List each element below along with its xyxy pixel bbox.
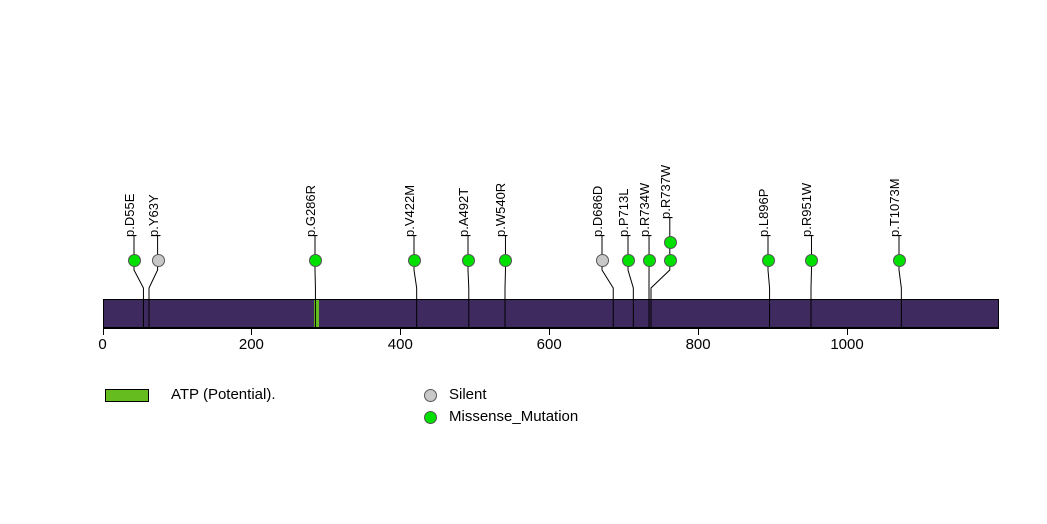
lollipop-label: p.L896P xyxy=(756,188,771,237)
lollipop-label: p.P713L xyxy=(616,188,631,237)
lollipop-stem xyxy=(898,236,902,328)
lollipop-stem xyxy=(648,236,650,328)
legend-mutation-dot xyxy=(424,389,437,402)
lollipop-stem xyxy=(601,236,614,328)
protein-backbone xyxy=(102,299,999,328)
lollipop-dot[interactable] xyxy=(498,253,512,267)
lollipop-label: p.A492T xyxy=(456,187,471,237)
lollipop-stem xyxy=(767,236,771,328)
axis-tick-400 xyxy=(400,328,401,335)
lollipop-dot[interactable] xyxy=(663,253,677,267)
lollipop-dot[interactable] xyxy=(595,253,609,267)
lollipop-dot[interactable] xyxy=(127,253,141,267)
lollipop-label: p.W540R xyxy=(493,182,508,237)
axis-tick-200 xyxy=(251,328,252,335)
lollipop-dot[interactable] xyxy=(308,253,322,267)
lollipop-label: p.T1073M xyxy=(887,178,902,237)
lollipop-stem xyxy=(504,236,506,328)
lollipop-label: p.G286R xyxy=(303,184,318,237)
axis-tick-label-200: 200 xyxy=(238,336,264,353)
lollipop-dot[interactable] xyxy=(461,253,475,267)
legend-mutation-label: Missense_Mutation xyxy=(449,408,579,425)
lollipop-dot[interactable] xyxy=(621,253,635,267)
lollipop-stem xyxy=(467,236,470,328)
lollipop-dot[interactable] xyxy=(892,253,906,267)
lollipop-stem xyxy=(810,236,812,328)
legend-domain-swatch xyxy=(105,389,149,402)
legend-domain-label: ATP (Potential). xyxy=(171,386,276,403)
lollipop-stem xyxy=(627,236,634,328)
axis-tick-label-0: 0 xyxy=(98,336,107,353)
axis-tick-800 xyxy=(698,328,699,335)
lollipop-label: p.D686D xyxy=(590,185,605,237)
axis-tick-1000 xyxy=(847,328,848,335)
lollipop-label: p.R951W xyxy=(799,182,814,237)
lollipop-label: p.V422M xyxy=(402,184,417,237)
lollipop-dot[interactable] xyxy=(642,253,656,267)
lollipop-stem xyxy=(650,218,671,328)
lollipop-stem xyxy=(314,236,316,328)
axis-tick-label-600: 600 xyxy=(536,336,562,353)
axis-tick-0 xyxy=(103,328,104,335)
lollipop-dot[interactable] xyxy=(761,253,775,267)
lollipop-stem xyxy=(133,236,144,328)
lollipop-dot[interactable] xyxy=(407,253,421,267)
axis-line xyxy=(102,328,999,329)
axis-tick-label-1000: 1000 xyxy=(830,336,864,353)
lollipop-dot[interactable] xyxy=(151,253,165,267)
lollipop-label: p.D55E xyxy=(122,193,137,237)
legend-mutation-dot xyxy=(424,411,437,424)
legend-mutation-label: Silent xyxy=(449,386,487,403)
lollipop-label: p.Y63Y xyxy=(146,194,161,237)
lollipop-label: p.R737W xyxy=(658,164,673,219)
lollipop-stem xyxy=(148,236,159,328)
lollipop-dot[interactable] xyxy=(804,253,818,267)
lollipop-dot[interactable] xyxy=(663,235,677,249)
axis-tick-600 xyxy=(549,328,550,335)
axis-tick-label-400: 400 xyxy=(387,336,413,353)
protein-domain-atp[interactable] xyxy=(313,300,320,327)
axis-tick-label-800: 800 xyxy=(685,336,711,353)
lollipop-stem xyxy=(413,236,418,328)
